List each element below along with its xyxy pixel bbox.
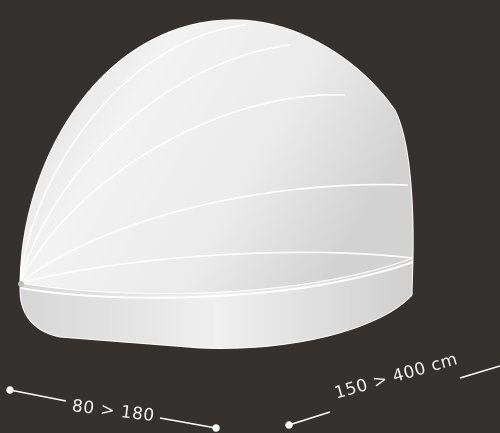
panel-seams	[19, 24, 414, 284]
hinge-point	[18, 281, 24, 287]
width-dimension-line	[285, 365, 500, 429]
seam-1	[19, 24, 246, 284]
base-rim	[19, 261, 414, 299]
seam-2	[19, 44, 291, 284]
seam-5	[19, 251, 414, 284]
seam-4	[19, 183, 409, 284]
seam-3	[19, 94, 346, 284]
depth-dimension-line	[6, 386, 220, 432]
